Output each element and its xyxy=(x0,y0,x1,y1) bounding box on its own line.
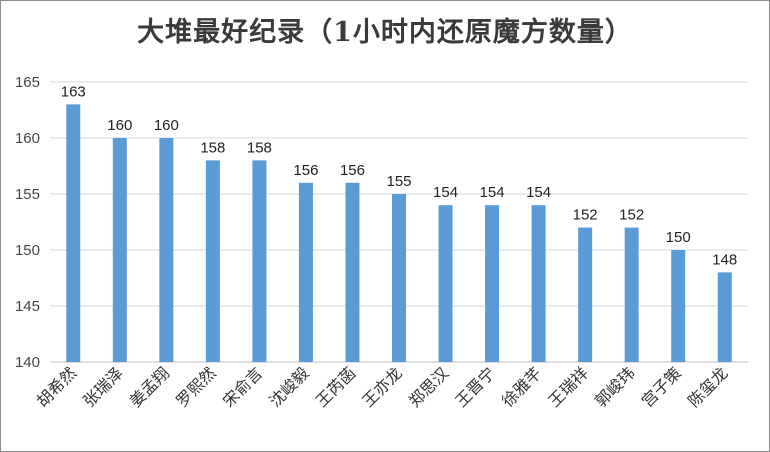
data-label: 160 xyxy=(154,117,179,134)
x-tick-label: 宋俞言 xyxy=(219,363,266,410)
y-tick-label: 160 xyxy=(15,130,40,147)
x-tick-label: 王晋宁 xyxy=(452,363,499,410)
data-label: 160 xyxy=(107,117,132,134)
bar-12 xyxy=(578,227,593,362)
bar-6 xyxy=(298,182,313,362)
data-label: 152 xyxy=(573,207,598,224)
data-label: 152 xyxy=(619,207,644,224)
x-tick-label: 罗熙然 xyxy=(172,363,219,410)
bar-2 xyxy=(112,138,127,362)
y-tick-label: 155 xyxy=(15,186,40,203)
x-tick-label: 宫子策 xyxy=(638,363,685,410)
x-tick-label: 王亦龙 xyxy=(358,363,405,410)
x-tick-label: 王瑞祥 xyxy=(545,363,592,410)
bar-10 xyxy=(485,205,500,362)
y-tick-label: 145 xyxy=(15,298,40,315)
bar-4 xyxy=(205,160,220,362)
x-tick-label: 姜孟翔 xyxy=(126,363,173,410)
data-label: 154 xyxy=(526,184,551,201)
data-label: 163 xyxy=(61,83,86,100)
x-tick-label: 陈玺龙 xyxy=(684,363,731,410)
bar-9 xyxy=(438,205,453,362)
bar-3 xyxy=(159,138,174,362)
bars xyxy=(66,104,732,363)
bar-7 xyxy=(345,182,360,362)
y-axis: 140 145 150 155 160 165 xyxy=(15,74,40,371)
x-tick-label: 王芮菡 xyxy=(312,363,359,410)
data-label: 156 xyxy=(293,162,318,179)
data-labels: 163 160 160 158 158 156 156 155 154 154 154 152 152 1… xyxy=(61,83,737,268)
data-label: 148 xyxy=(712,251,737,268)
x-tick-label: 张瑞泽 xyxy=(79,363,126,410)
x-tick-label: 郑思汉 xyxy=(405,363,452,410)
data-label: 158 xyxy=(200,139,225,156)
data-label: 156 xyxy=(340,162,365,179)
bar-13 xyxy=(624,227,639,362)
x-tick-label: 郭峻玮 xyxy=(591,363,638,410)
bar-11 xyxy=(531,205,546,362)
bar-15 xyxy=(717,272,732,362)
data-label: 155 xyxy=(386,173,411,190)
bar-8 xyxy=(392,194,406,362)
x-tick-label: 沈峻毅 xyxy=(265,363,312,410)
data-label: 158 xyxy=(247,139,272,156)
bar-14 xyxy=(671,250,686,362)
x-axis: 胡希然 张瑞泽 姜孟翔 罗熙然 宋俞言 沈峻毅 王芮菡 王亦龙 郑思汉 王晋宁 徐雅芊 王瑞祥 郭峻玮宫… xyxy=(33,363,732,410)
bar-1 xyxy=(66,104,81,363)
data-label: 154 xyxy=(480,184,505,201)
data-label: 154 xyxy=(433,184,458,201)
chart-title: 大堆最好纪录（1小时内还原魔方数量） xyxy=(137,17,633,48)
y-tick-label: 150 xyxy=(15,242,40,259)
data-label: 150 xyxy=(666,229,691,246)
x-tick-label: 徐雅芊 xyxy=(498,363,545,410)
y-tick-label: 165 xyxy=(15,74,40,91)
y-tick-label: 140 xyxy=(15,354,40,371)
bar-5 xyxy=(252,160,267,362)
